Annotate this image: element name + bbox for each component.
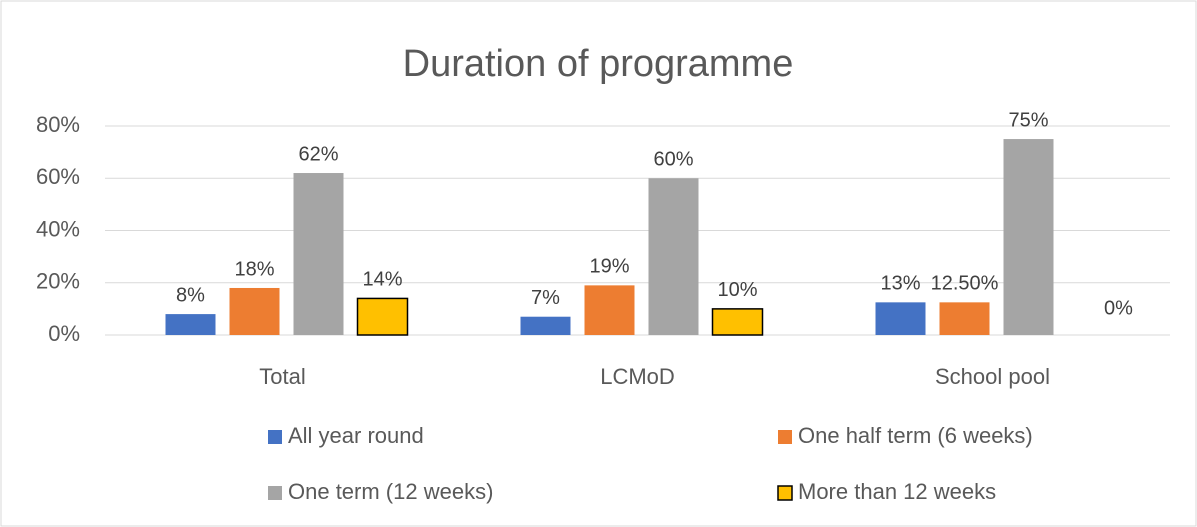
legend-label: More than 12 weeks <box>798 479 996 504</box>
bar <box>1003 139 1054 335</box>
x-tick-label: Total <box>259 364 305 389</box>
bar <box>293 173 344 335</box>
data-label: 7% <box>531 287 560 309</box>
bar <box>875 302 926 335</box>
bar <box>520 316 571 335</box>
legend-swatch <box>778 430 792 444</box>
y-tick-label: 20% <box>36 269 80 294</box>
y-tick-label: 80% <box>36 112 80 137</box>
legend-label: One half term (6 weeks) <box>798 423 1033 448</box>
data-label: 62% <box>298 143 338 165</box>
y-tick-label: 40% <box>36 216 80 241</box>
legend-label: One term (12 weeks) <box>288 479 493 504</box>
data-label: 8% <box>176 284 205 306</box>
data-label: 60% <box>653 149 693 171</box>
bar <box>711 308 764 336</box>
data-label: 14% <box>362 269 402 291</box>
bar <box>939 302 990 335</box>
data-label: 12.50% <box>931 273 999 295</box>
y-tick-label: 60% <box>36 164 80 189</box>
legend-label: All year round <box>288 423 424 448</box>
bar <box>229 287 280 335</box>
x-tick-label: LCMoD <box>600 364 675 389</box>
data-label: 18% <box>234 258 274 280</box>
bar <box>356 297 409 336</box>
bar <box>165 314 216 335</box>
data-label: 19% <box>589 256 629 278</box>
bar <box>584 285 635 335</box>
data-label: 13% <box>880 273 920 295</box>
chart-title: Duration of programme <box>403 43 794 85</box>
legend-swatch <box>268 430 282 444</box>
y-tick-label: 0% <box>48 321 80 346</box>
bar <box>648 178 699 335</box>
x-tick-label: School pool <box>935 364 1050 389</box>
data-label: 0% <box>1104 297 1133 319</box>
legend-swatch <box>777 485 793 501</box>
data-label: 75% <box>1008 109 1048 131</box>
data-label: 10% <box>717 279 757 301</box>
legend-swatch <box>268 486 282 500</box>
